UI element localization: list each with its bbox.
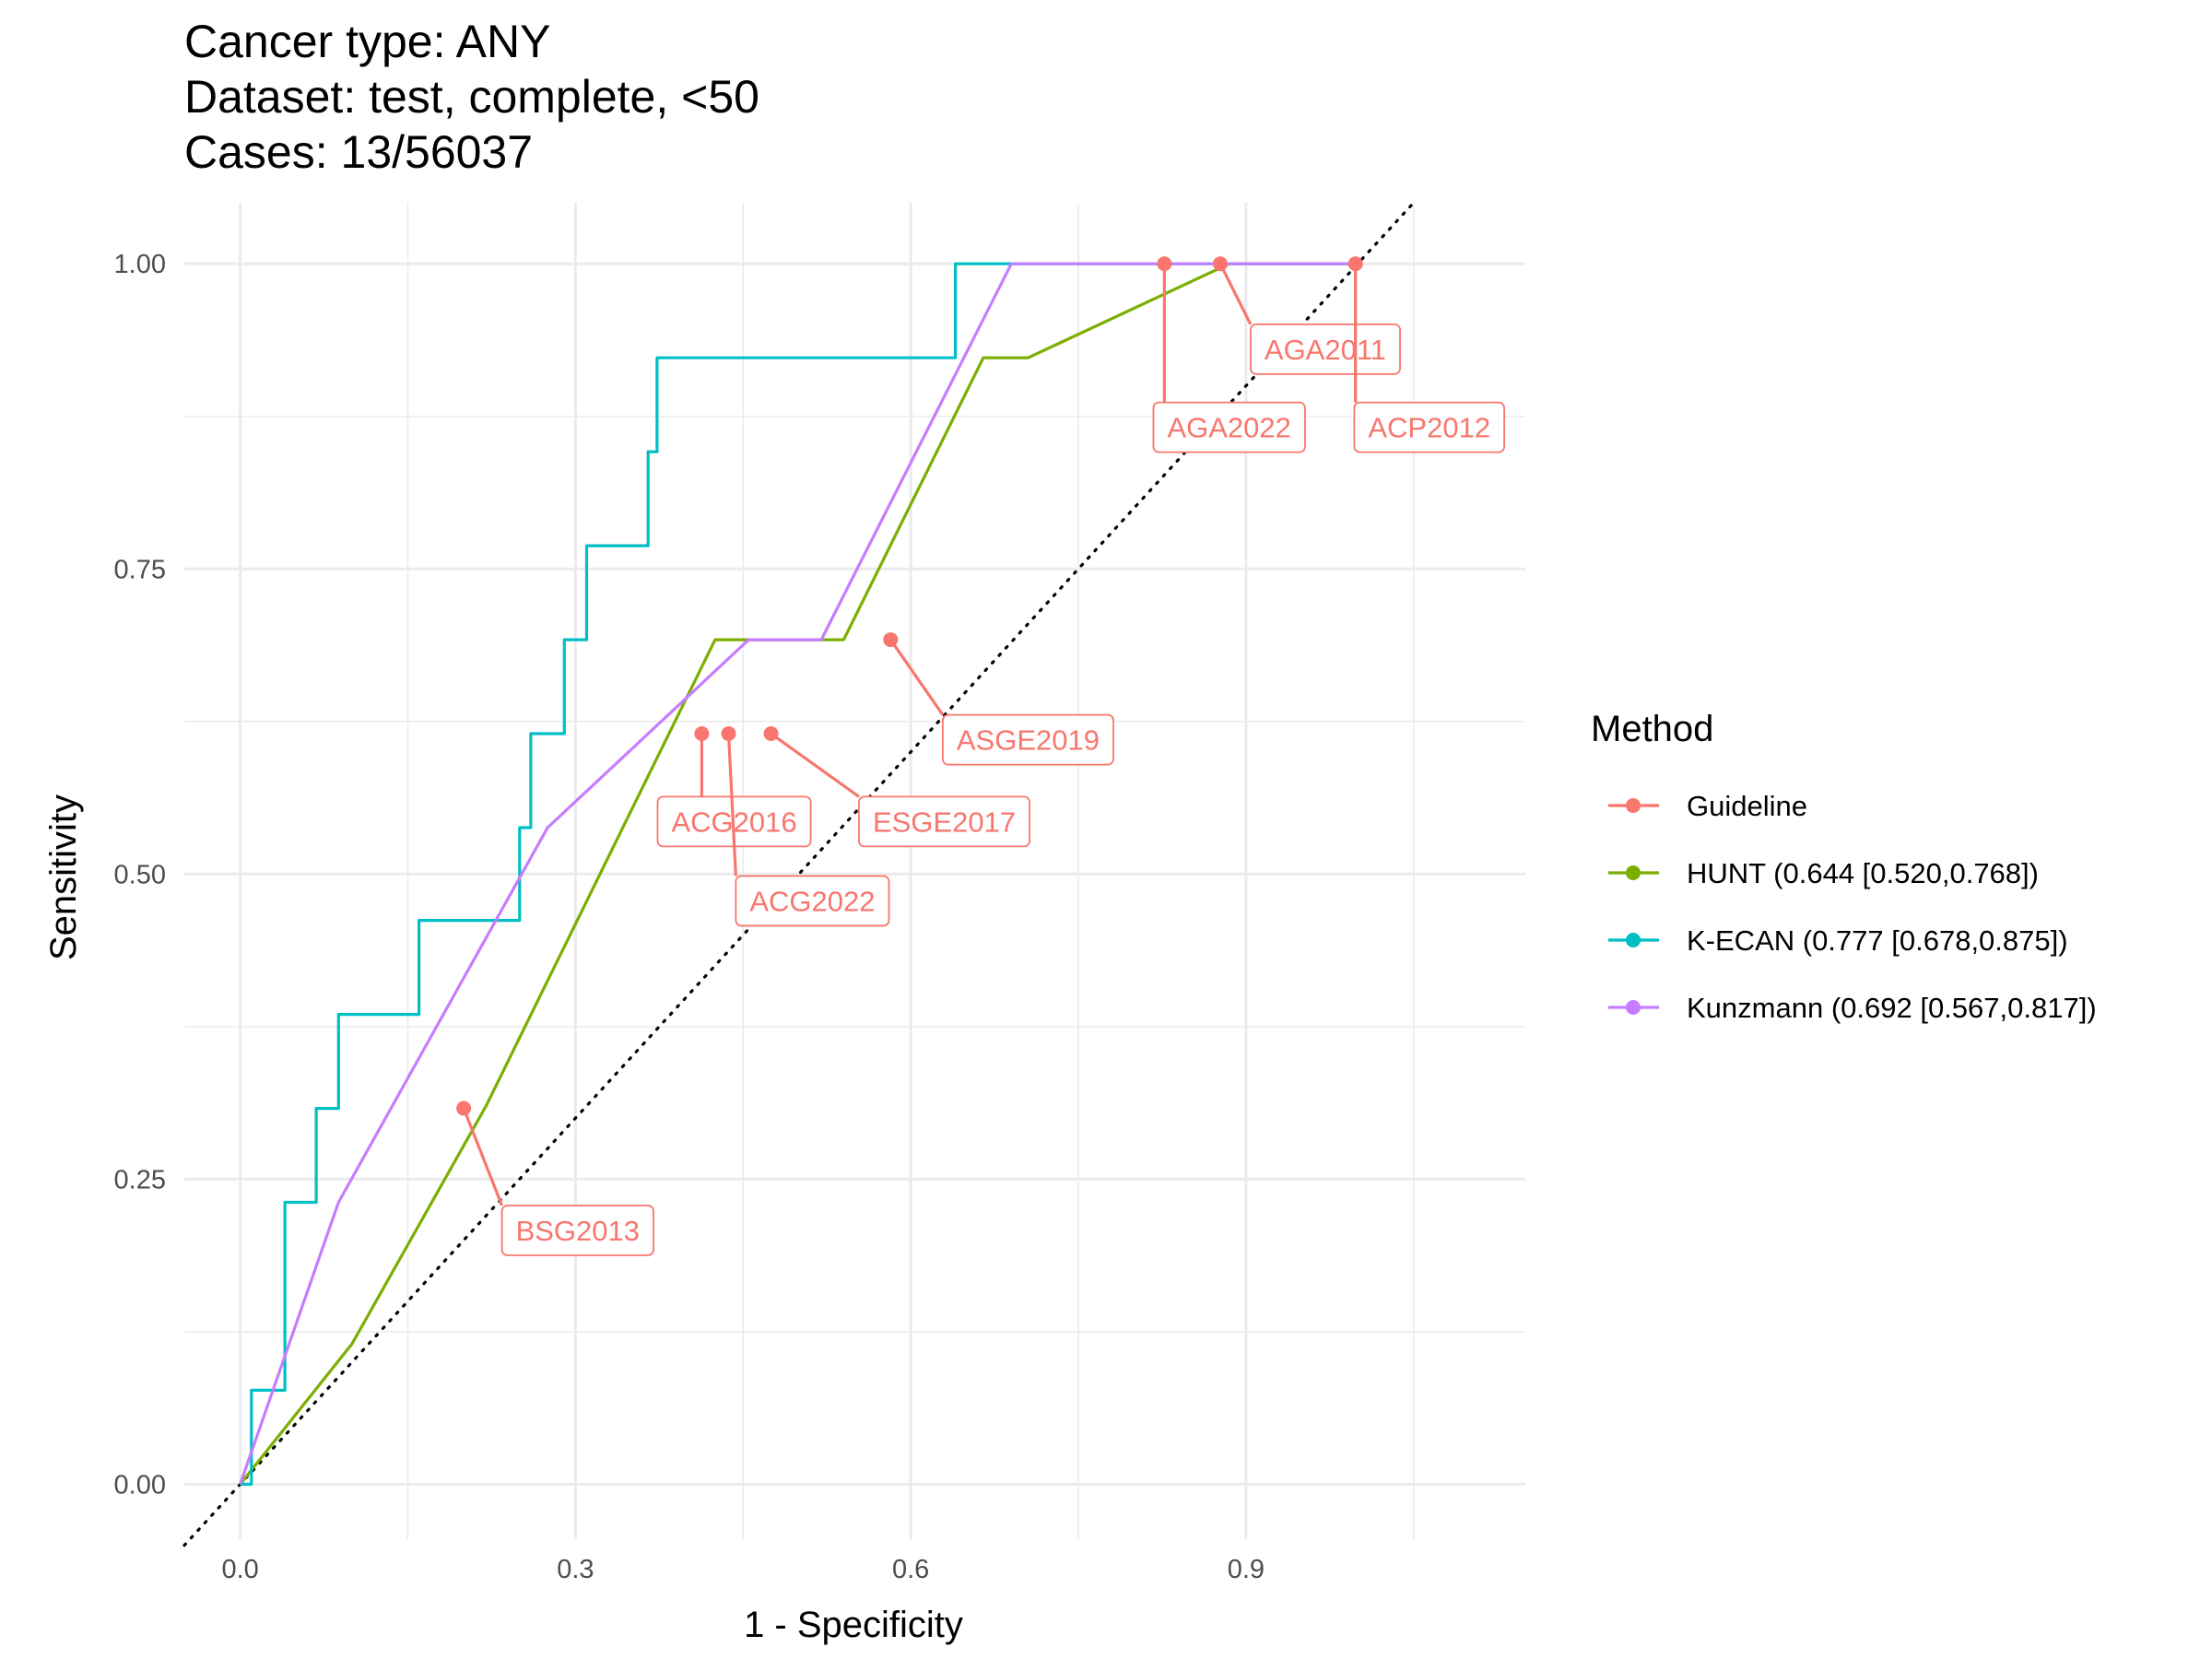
y-tick-label: 0.50 <box>114 860 166 889</box>
guideline-label-box <box>941 713 1114 766</box>
guideline-connector <box>462 1107 504 1206</box>
guideline-label-text: BSG2013 <box>516 1215 640 1247</box>
series-line-2 <box>240 262 1359 1487</box>
y-tick-label: 1.00 <box>114 250 166 279</box>
guideline-label-text: ACG2022 <box>749 885 875 917</box>
y-tick-label: 0.25 <box>114 1165 166 1194</box>
title-line-3: Cases: 13/56037 <box>184 126 533 178</box>
y-axis-title: Sensitivity <box>43 794 84 960</box>
legend-key-dot <box>1626 1000 1641 1015</box>
legend-title: Method <box>1591 709 1713 749</box>
legend-entry-label: HUNT (0.644 [0.520,0.768]) <box>1687 857 2039 889</box>
y-tick-label: 0.75 <box>114 555 166 584</box>
title-line-1: Cancer type: ANY <box>184 16 550 67</box>
x-tick-label: 0.6 <box>892 1555 929 1584</box>
guideline-point <box>763 726 779 742</box>
chart-title: Cancer type: ANY Dataset: test, complete… <box>184 16 759 178</box>
guideline-label-box <box>500 1205 654 1256</box>
guideline-points: BSG2013ACG2016ESGE2017ACG2022ASGE2019AGA… <box>456 256 1505 1256</box>
guideline-point <box>883 632 899 648</box>
axis-ticks: 0.0 0.3 0.6 0.9 0.00 0.25 0.50 0.75 1.00 <box>114 250 1265 1584</box>
guideline-point <box>1157 256 1172 272</box>
series-line-1 <box>239 262 1359 1486</box>
legend-key-dot <box>1626 798 1641 813</box>
legend-entry-label: Guideline <box>1687 790 1807 822</box>
guideline-label-text: ACP2012 <box>1368 412 1490 444</box>
guideline-point <box>1347 256 1363 272</box>
x-axis-title: 1 - Specificity <box>744 1605 963 1645</box>
guideline-connector <box>1218 263 1253 325</box>
reference-diagonal-line <box>182 201 1416 1547</box>
guideline-label-box <box>1353 401 1505 453</box>
guideline-label-text: ESGE2017 <box>873 806 1016 838</box>
reference-diagonal <box>182 201 1416 1547</box>
guideline-point <box>721 726 736 742</box>
title-line-2: Dataset: test, complete, <50 <box>184 71 759 123</box>
y-tick-label: 0.00 <box>114 1470 166 1500</box>
x-tick-label: 0.3 <box>557 1555 594 1584</box>
guideline-label-text: AGA2011 <box>1265 334 1386 366</box>
guideline-point <box>456 1100 472 1116</box>
series-lines <box>239 262 1359 1487</box>
guideline-point <box>1212 256 1228 272</box>
guideline-label-box <box>858 795 1030 848</box>
legend-entry-label: K-ECAN (0.777 [0.678,0.875]) <box>1687 924 2068 957</box>
guideline-connector <box>888 639 945 716</box>
guideline-label-text: ASGE2019 <box>957 724 1100 757</box>
series-line-3 <box>239 262 1359 1485</box>
legend-key-dot <box>1626 865 1641 880</box>
guideline-label-box <box>735 875 890 927</box>
x-tick-label: 0.0 <box>221 1555 258 1584</box>
legend-key-dot <box>1626 933 1641 947</box>
guideline-label-box <box>1152 401 1306 453</box>
guideline-connector <box>726 733 737 877</box>
guideline-connector <box>770 732 860 798</box>
grid <box>184 203 1525 1539</box>
legend-entry-label: Kunzmann (0.692 [0.567,0.817]) <box>1687 992 2097 1024</box>
guideline-label-text: AGA2022 <box>1167 412 1290 444</box>
guideline-point <box>694 726 710 742</box>
x-tick-label: 0.9 <box>1228 1555 1265 1584</box>
legend: Method Guideline HUNT (0.644 [0.520,0.768… <box>1591 709 2097 1024</box>
guideline-label-box <box>1249 324 1401 375</box>
